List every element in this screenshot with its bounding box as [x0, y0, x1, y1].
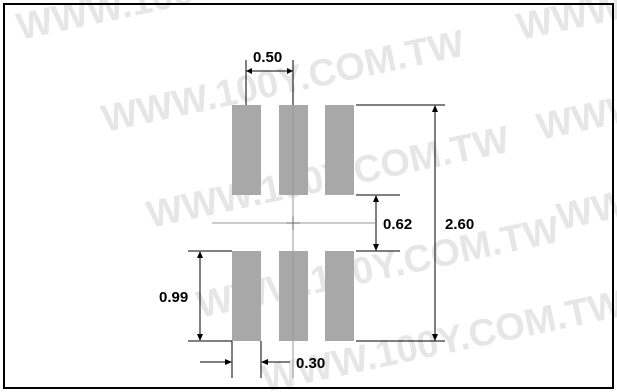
pitch-label: 0.50	[253, 49, 282, 66]
gap-arrow-bottom	[373, 244, 379, 251]
overall-arrow-top	[432, 105, 438, 112]
center-lines	[212, 90, 375, 378]
watermark-text: WWW.100Y.COM.TW	[513, 0, 617, 49]
overall-height-dimension: 2.60	[356, 104, 474, 342]
width-arrow-right	[261, 359, 268, 365]
pad-bottom-left	[232, 251, 261, 341]
pad-top-left	[232, 105, 261, 195]
watermark-layer: WWW.100Y.COM.TW WWW.100Y.COM.TW WWW.100Y…	[13, 0, 617, 392]
pad-top-right	[325, 105, 354, 195]
watermark-text: WWW.100Y.COM.TW	[533, 31, 617, 149]
gap-arrow-top	[373, 195, 379, 202]
width-arrow-left	[225, 359, 232, 365]
diagram-frame	[3, 3, 614, 389]
overall-height-label: 2.60	[445, 216, 474, 233]
pad-width-label: 0.30	[296, 355, 325, 372]
length-arrow-top	[197, 251, 203, 258]
watermark-text: WWW.100Y.COM.TW	[13, 0, 383, 49]
row-gap-dimension: 0.62	[356, 194, 412, 252]
pitch-arrow-left	[246, 68, 252, 74]
pad-length-label: 0.99	[159, 289, 188, 306]
pitch-dimension: 0.50	[245, 49, 294, 105]
row-gap-label: 0.62	[383, 216, 412, 233]
length-arrow-bottom	[197, 334, 203, 341]
pad-length-dimension: 0.99	[159, 250, 232, 342]
overall-arrow-bottom	[432, 334, 438, 341]
pitch-arrow-right	[287, 68, 293, 74]
pad-width-dimension: 0.30	[200, 341, 325, 378]
pad-bottom-right	[325, 251, 354, 341]
